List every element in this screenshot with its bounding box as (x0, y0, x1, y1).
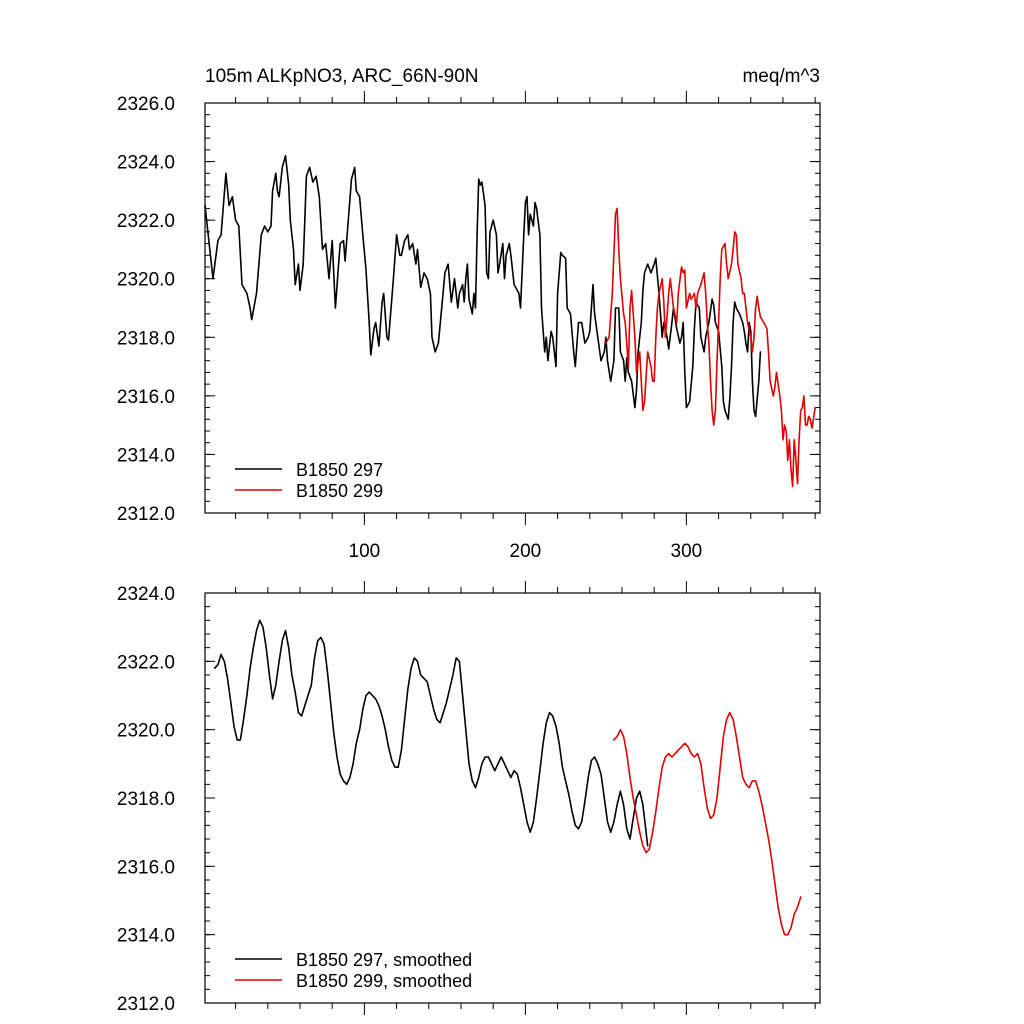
top-x-tick-labels: 100 200 300 (349, 541, 703, 562)
y-tick-label: 2314.0 (117, 926, 175, 947)
y-tick-label: 2326.0 (117, 94, 175, 115)
legend-label: B1850 299 (296, 481, 383, 501)
top-y-tick-labels: 2312.0 2314.0 2316.0 2318.0 2320.0 2322.0 2324… (117, 94, 175, 525)
y-tick-label: 2316.0 (117, 857, 175, 878)
y-tick-label: 2312.0 (117, 504, 175, 525)
y-tick-label: 2314.0 (117, 445, 175, 466)
series-line (605, 207, 816, 488)
series-line (213, 619, 649, 847)
bottom-series (213, 619, 802, 936)
y-tick-label: 2324.0 (117, 153, 175, 174)
x-tick-label: 300 (671, 541, 703, 562)
y-tick-label: 2316.0 (117, 387, 175, 408)
top-title-right: meq/m^3 (742, 66, 820, 87)
bottom-plot-frame (204, 592, 821, 1004)
y-tick-label: 2322.0 (117, 211, 175, 232)
x-tick-label: 100 (349, 541, 381, 562)
series-line (204, 154, 762, 421)
series-line (613, 711, 802, 936)
bottom-y-tick-labels: 2312.0 2314.0 2316.0 2318.0 2320.0 2322.0 2324… (117, 584, 175, 1015)
y-tick-label: 2318.0 (117, 328, 175, 349)
bottom-panel: 2312.0 2314.0 2316.0 2318.0 2320.0 2322.0 2324… (117, 581, 821, 1015)
y-tick-label: 2324.0 (117, 584, 175, 605)
top-series (204, 154, 816, 488)
x-tick-label: 200 (510, 541, 542, 562)
y-tick-label: 2322.0 (117, 652, 175, 673)
y-tick-label: 2318.0 (117, 789, 175, 810)
y-tick-label: 2320.0 (117, 721, 175, 742)
top-ticks (205, 91, 820, 525)
y-tick-label: 2320.0 (117, 270, 175, 291)
legend-label: B1850 299, smoothed (296, 971, 472, 991)
top-plot-frame (204, 102, 821, 514)
legend-label: B1850 297 (296, 460, 383, 480)
top-title-left: 105m ALKpNO3, ARC_66N-90N (205, 66, 479, 87)
y-tick-label: 2312.0 (117, 994, 175, 1015)
top-panel: 105m ALKpNO3, ARC_66N-90N meq/m^3 2312.0… (117, 66, 821, 562)
legend-label: B1850 297, smoothed (296, 950, 472, 970)
